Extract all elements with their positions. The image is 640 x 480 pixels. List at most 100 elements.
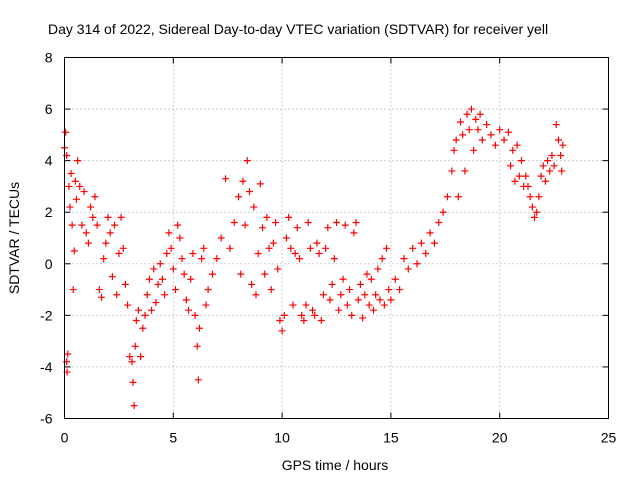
data-point xyxy=(330,255,338,263)
data-point xyxy=(450,146,458,154)
data-series-sdtvar xyxy=(61,105,567,410)
data-point xyxy=(383,244,391,252)
data-point xyxy=(178,255,186,263)
data-point xyxy=(254,249,262,257)
data-point xyxy=(193,342,201,350)
data-point xyxy=(544,157,552,165)
data-point xyxy=(335,306,343,314)
data-point xyxy=(280,311,288,319)
data-point xyxy=(559,141,567,149)
data-point xyxy=(158,275,166,283)
data-point xyxy=(365,301,373,309)
data-point xyxy=(409,244,417,252)
data-point xyxy=(239,177,247,185)
data-point xyxy=(287,244,295,252)
data-point xyxy=(189,249,197,257)
y-tick-labels: -6 -4 -2 0 2 4 6 8 xyxy=(40,50,53,427)
data-point xyxy=(491,141,499,149)
data-point xyxy=(121,280,129,288)
data-point xyxy=(152,298,160,306)
y-tick-label: 4 xyxy=(45,153,53,169)
data-point xyxy=(352,219,360,227)
data-point xyxy=(443,193,451,201)
data-point xyxy=(269,239,277,247)
data-point xyxy=(478,136,486,144)
x-tick-label: 10 xyxy=(274,430,290,446)
data-point xyxy=(300,317,308,325)
data-point xyxy=(302,301,310,309)
data-point xyxy=(248,280,256,288)
data-point xyxy=(176,234,184,242)
data-point xyxy=(167,244,175,252)
data-point xyxy=(222,175,230,183)
y-tick-label: -4 xyxy=(40,359,53,375)
data-point xyxy=(326,296,334,304)
data-point xyxy=(350,229,358,237)
data-point xyxy=(291,249,299,257)
data-point xyxy=(385,286,393,294)
data-point xyxy=(557,151,565,159)
data-point xyxy=(309,306,317,314)
data-point xyxy=(137,353,145,361)
data-point xyxy=(528,203,536,211)
data-point xyxy=(130,402,138,410)
data-point xyxy=(396,286,404,294)
plot-frame xyxy=(64,57,609,419)
data-point xyxy=(378,255,386,263)
data-point xyxy=(467,105,475,113)
data-point xyxy=(376,296,384,304)
y-tick-label: 8 xyxy=(45,50,53,66)
data-point xyxy=(87,203,95,211)
data-point xyxy=(298,311,306,319)
data-point xyxy=(539,162,547,170)
data-point xyxy=(139,324,147,332)
data-point xyxy=(74,157,82,165)
data-point xyxy=(241,221,249,229)
data-point xyxy=(328,280,336,288)
data-point xyxy=(282,234,290,242)
data-point xyxy=(422,249,430,257)
data-point xyxy=(313,239,321,247)
data-point xyxy=(274,265,282,273)
x-tick-labels: 0 5 10 15 20 25 xyxy=(61,430,617,446)
data-point xyxy=(124,301,132,309)
data-point xyxy=(62,128,70,136)
data-point xyxy=(187,275,195,283)
data-point xyxy=(404,265,412,273)
data-point xyxy=(413,260,421,268)
data-point xyxy=(129,378,137,386)
data-point xyxy=(204,286,212,294)
data-point xyxy=(191,311,199,319)
data-point xyxy=(483,121,491,129)
axis-ticks xyxy=(64,57,609,419)
data-point xyxy=(363,270,371,278)
x-tick-label: 15 xyxy=(383,430,399,446)
x-axis-label: GPS time / hours xyxy=(282,457,389,473)
data-point xyxy=(526,193,534,201)
data-point xyxy=(359,314,367,322)
x-tick-label: 25 xyxy=(601,430,617,446)
data-point xyxy=(558,167,566,175)
data-point xyxy=(315,249,323,257)
data-point xyxy=(435,219,443,227)
data-point xyxy=(333,219,340,227)
data-point xyxy=(430,239,438,247)
data-point xyxy=(550,162,558,170)
data-point xyxy=(80,188,88,196)
data-point xyxy=(541,177,549,185)
data-point xyxy=(76,182,84,190)
data-point xyxy=(65,182,73,190)
data-point xyxy=(169,265,177,273)
data-point xyxy=(387,296,395,304)
data-point xyxy=(311,311,319,319)
data-point xyxy=(272,219,280,227)
data-point xyxy=(296,255,304,263)
data-point xyxy=(195,324,203,332)
data-point xyxy=(400,255,408,263)
data-point xyxy=(535,193,543,201)
data-point xyxy=(487,131,495,139)
data-point xyxy=(448,167,456,175)
data-point xyxy=(194,376,202,384)
data-point xyxy=(459,131,467,139)
data-point xyxy=(84,239,92,247)
